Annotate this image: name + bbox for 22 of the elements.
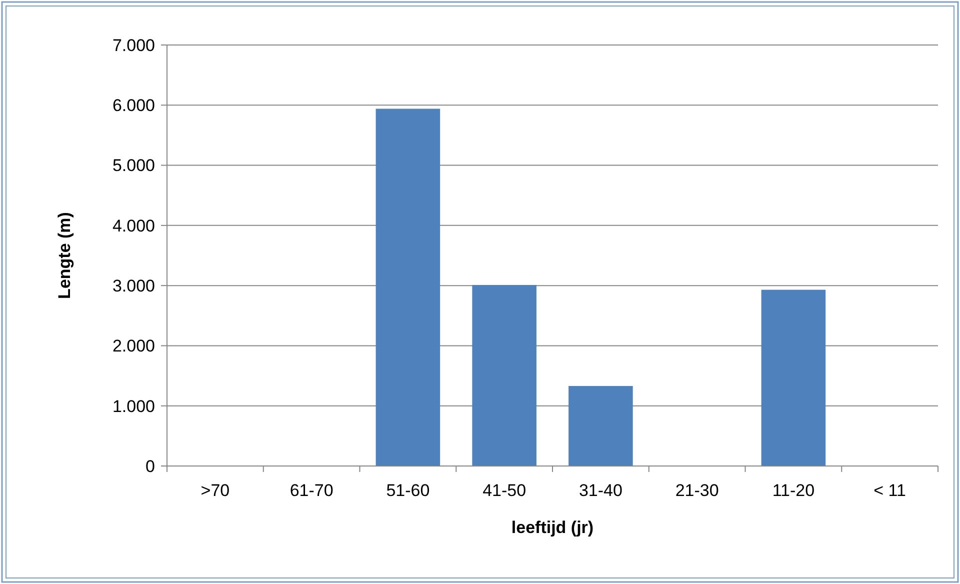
y-tick-label: 7.000 <box>112 36 155 55</box>
y-tick-label: 0 <box>146 456 155 476</box>
x-tick-label: 61-70 <box>290 481 334 500</box>
y-tick-label: 6.000 <box>112 96 155 116</box>
y-tick-label: 4.000 <box>112 216 155 236</box>
y-tick-label: 5.000 <box>112 156 155 176</box>
x-tick-label: 31-40 <box>578 481 622 500</box>
bar <box>761 290 826 466</box>
bar <box>472 284 536 466</box>
x-tick-label: 21-30 <box>675 481 719 500</box>
x-tick-label: >70 <box>200 481 230 500</box>
bar <box>376 108 440 466</box>
x-axis-title: leeftijd (jr) <box>511 518 594 537</box>
x-tick-label: 11-20 <box>772 481 815 500</box>
y-tick-label: 2.000 <box>112 336 155 356</box>
y-axis-title: Lengte (m) <box>55 212 74 299</box>
y-tick-label: 1.000 <box>112 396 155 416</box>
y-tick-label: 3.000 <box>112 276 155 296</box>
x-tick-label: < 11 <box>874 481 906 500</box>
bar <box>568 386 633 466</box>
x-tick-label: 51-60 <box>386 481 430 500</box>
x-tick-label: 41-50 <box>482 481 526 500</box>
